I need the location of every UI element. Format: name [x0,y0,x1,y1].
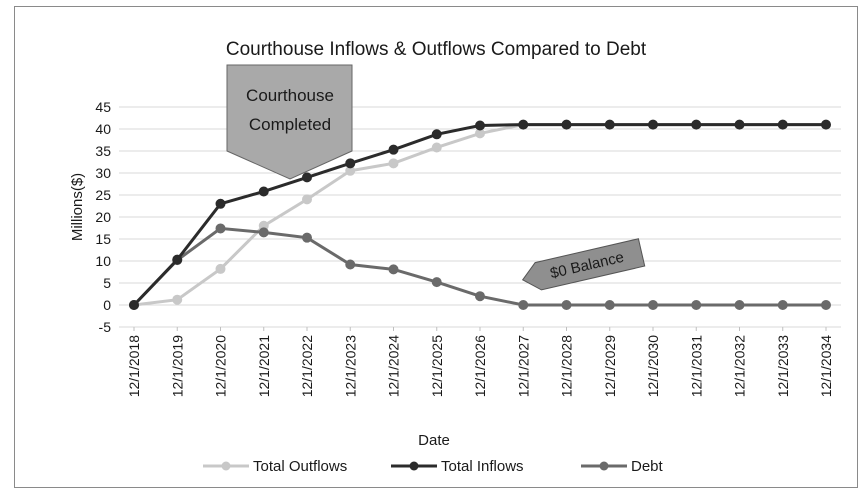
x-tick-label: 12/1/2033 [775,335,791,397]
chart-title: Courthouse Inflows & Outflows Compared t… [226,39,647,60]
data-point [475,291,485,302]
data-point [431,142,442,153]
legend-swatch-marker [599,461,609,471]
x-tick-label: 12/1/2018 [126,335,142,397]
data-point [215,223,226,234]
data-point [215,198,226,209]
y-tick-label: 5 [103,275,111,291]
data-point [388,264,399,275]
y-tick-label: 45 [95,99,111,115]
y-tick-label: 40 [95,121,111,137]
legend-item: Total Outflows [203,458,347,475]
data-point [302,172,312,183]
data-point [734,300,745,310]
data-point [302,194,312,205]
x-tick-label: 12/1/2029 [602,335,618,397]
data-point [475,120,485,131]
data-point [388,144,399,155]
legend-swatch-marker [409,461,419,471]
data-point [604,300,615,310]
data-point [691,300,702,310]
y-tick-label: 15 [95,231,111,247]
line-chart: Courthouse Inflows & Outflows Compared t… [69,39,841,475]
series-lines [129,119,831,310]
y-tick-label: 10 [95,253,111,269]
legend-label: Total Outflows [253,458,347,475]
legend-item: Total Inflows [391,458,524,475]
x-tick-labels: 12/1/2018 12/1/2019 12/1/2020 12/1/2021 12/1… [126,327,834,397]
x-axis-label: Date [418,432,450,449]
x-tick-label: 12/1/2025 [429,335,445,397]
x-tick-label: 12/1/2027 [515,335,531,397]
x-tick-label: 12/1/2020 [213,335,229,397]
y-tick-label: 20 [95,209,111,225]
data-point [431,129,442,140]
legend-swatch-marker [221,461,231,471]
x-tick-label: 12/1/2031 [688,335,704,397]
data-point [777,119,788,130]
data-point [518,300,529,310]
series-debt [129,223,831,310]
data-point [215,263,226,274]
courthouse-completed-line-2: Completed [249,115,331,134]
series-total-inflows [129,119,831,310]
y-tick-label: 30 [95,165,111,181]
x-tick-label: 12/1/2024 [386,335,402,397]
data-point [648,119,658,130]
zero-balance-arrow [521,238,646,291]
data-point [561,300,572,310]
y-tick-label: 35 [95,143,111,159]
data-point [388,158,399,169]
x-tick-label: 12/1/2034 [818,335,834,397]
data-point [345,158,356,169]
data-point [258,227,269,238]
x-tick-label: 12/1/2023 [342,335,358,397]
data-point [258,186,269,197]
data-point [431,277,442,288]
data-point [302,232,312,243]
data-point [821,300,831,310]
y-axis-label: Millions($) [69,173,86,241]
courthouse-completed-line-1: Courthouse [246,86,334,105]
x-tick-label: 12/1/2028 [559,335,575,397]
data-point [561,119,572,130]
x-tick-label: 12/1/2026 [472,335,488,397]
x-tick-label: 12/1/2021 [256,335,272,397]
data-point [172,294,183,305]
data-point [648,300,658,310]
x-tick-label: 12/1/2019 [169,335,185,397]
legend-item: Debt [581,458,664,475]
zero-balance-callout: $0 Balance [521,238,646,291]
data-point [821,119,831,130]
legend-label: Debt [631,458,664,475]
y-tick-label: -5 [99,319,112,335]
chart-frame: Courthouse Inflows & Outflows Compared t… [14,6,858,488]
y-tick-label: 25 [95,187,111,203]
data-point [604,119,615,130]
courthouse-completed-arrow [226,64,353,180]
y-tick-label: 0 [103,297,111,313]
legend: Total Outflows Total Inflows Debt [203,458,664,475]
data-point [734,119,745,130]
legend-label: Total Inflows [441,458,524,475]
data-point [172,254,183,265]
data-point [777,300,788,310]
data-point [691,119,702,130]
data-point [129,300,139,310]
x-tick-label: 12/1/2032 [732,335,748,397]
data-point [345,259,356,270]
y-tick-labels: -5 0 5 10 15 20 25 30 35 40 45 [95,99,111,335]
x-tick-label: 12/1/2022 [299,335,315,397]
courthouse-completed-callout: Courthouse Completed [226,64,353,180]
x-tick-label: 12/1/2030 [645,335,661,397]
data-point [518,119,529,130]
